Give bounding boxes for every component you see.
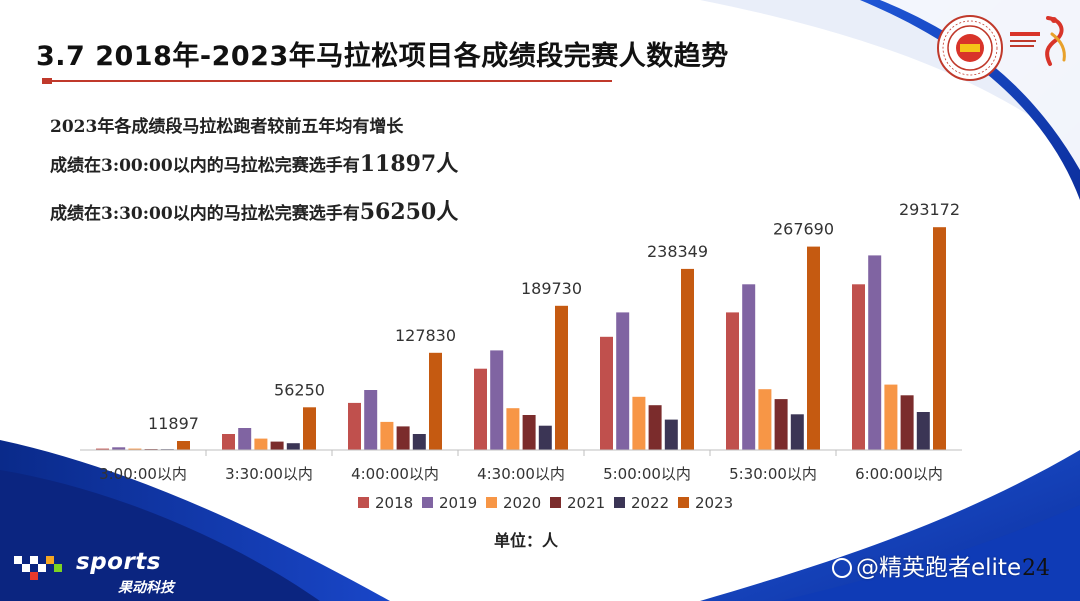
- bar-2021-cat3: [396, 426, 410, 450]
- brand-checker-icon: [14, 556, 62, 580]
- bar-2022-cat2: [286, 443, 300, 450]
- bar-2023-cat5: [681, 268, 694, 450]
- bar-2021-cat2: [270, 441, 284, 450]
- brand-name: sports: [76, 549, 161, 575]
- data-label-2023-cat3: 127830: [395, 326, 456, 345]
- watermark-icon: [832, 558, 852, 578]
- bar-2020-cat5: [632, 396, 646, 450]
- bar-2023-cat4: [555, 305, 568, 450]
- data-label-2023-cat4: 189730: [521, 279, 582, 298]
- legend-swatch-2023: [678, 497, 689, 508]
- watermark-text: @精英跑者elite: [856, 555, 1022, 581]
- bar-2018-cat7: [852, 284, 865, 450]
- bar-2020-cat6: [758, 389, 772, 450]
- legend-label-2019: 2019: [439, 494, 477, 512]
- bar-2020-cat3: [380, 421, 394, 450]
- data-label-2023-cat1: 11897: [148, 414, 199, 433]
- bar-2019-cat1: [112, 447, 126, 450]
- bar-2019-cat5: [616, 312, 630, 450]
- unit-label: 单位：人: [494, 531, 559, 550]
- legend-swatch-2018: [358, 497, 369, 508]
- bar-2019-cat4: [490, 350, 504, 450]
- data-label-2023-cat6: 267690: [773, 220, 834, 239]
- bar-2021-cat4: [522, 415, 536, 450]
- bar-2019-cat6: [742, 284, 756, 450]
- bar-2018-cat1: [96, 448, 109, 450]
- bar-2023-cat6: [807, 246, 820, 450]
- bar-2020-cat2: [254, 438, 268, 450]
- legend-label-2023: 2023: [695, 494, 733, 512]
- bar-2022-cat6: [790, 414, 804, 450]
- bar-2018-cat6: [726, 312, 739, 450]
- bar-2018-cat2: [222, 434, 235, 450]
- bar-2020-cat4: [506, 408, 520, 450]
- bar-2021-cat5: [648, 405, 662, 450]
- bar-2021-cat6: [774, 399, 788, 450]
- legend-label-2021: 2021: [567, 494, 605, 512]
- bar-2019-cat2: [238, 428, 252, 450]
- note-sub330: 成绩在3:30:00以内的马拉松完赛选手有56250人: [50, 194, 458, 226]
- bar-2018-cat5: [600, 336, 613, 450]
- bar-2023-cat2: [303, 407, 316, 451]
- legend-label-2018: 2018: [375, 494, 413, 512]
- x-tick-label-7: 6:00:00以内: [855, 465, 943, 483]
- bar-2019-cat7: [868, 255, 882, 450]
- x-tick-label-4: 4:30:00以内: [477, 465, 565, 483]
- bar-2020-cat1: [128, 448, 142, 450]
- title-accent-bar: [42, 78, 52, 84]
- bar-2022-cat5: [664, 419, 678, 450]
- x-axis-ticks: 3:00:00以内 3:30:00以内 4:00:00以内 4:30:00以内 5:00…: [99, 450, 943, 483]
- page-title: 3.7 2018年-2023年马拉松项目各成绩段完赛人数趋势: [36, 41, 729, 72]
- x-tick-label-1: 3:00:00以内: [99, 465, 187, 483]
- data-label-2023-cat5: 238349: [647, 242, 708, 261]
- note-growth: 2023年各成绩段马拉松跑者较前五年均有增长: [50, 117, 404, 137]
- bar-2019-cat3: [364, 390, 378, 450]
- note-sub3-value: 11897人: [359, 151, 459, 177]
- data-label-2023-cat7: 293172: [899, 200, 960, 219]
- note-sub330-prefix: 成绩在3:30:00以内的马拉松完赛选手有: [50, 204, 360, 224]
- china-athletics-logo-icon: [1010, 16, 1066, 66]
- legend-swatch-2021: [550, 497, 561, 508]
- brand-subtitle: 果动科技: [118, 580, 174, 596]
- title-underline: [50, 80, 612, 82]
- bar-2023-cat7: [933, 227, 946, 450]
- x-tick-label-3: 4:00:00以内: [351, 465, 439, 483]
- legend-swatch-2019: [422, 497, 433, 508]
- chart-legend: 2018 2019 2020 2021 2022 2023: [358, 494, 733, 512]
- chart-bars: [96, 227, 946, 451]
- bar-2023-cat1: [177, 441, 190, 450]
- note-sub330-value: 56250人: [359, 199, 459, 225]
- chinese-athletics-association-emblem-icon: [937, 15, 1003, 81]
- bar-2018-cat4: [474, 368, 487, 450]
- page-number: 24: [1022, 556, 1050, 581]
- bar-2022-cat4: [538, 425, 552, 450]
- note-sub3-prefix: 成绩在3:00:00以内的马拉松完赛选手有: [50, 156, 360, 176]
- data-labels: 11897 56250 127830 189730 238349 267690 293172: [148, 200, 960, 433]
- bar-2021-cat7: [900, 395, 914, 450]
- legend-swatch-2022: [614, 497, 625, 508]
- legend-swatch-2020: [486, 497, 497, 508]
- bar-2022-cat3: [412, 434, 426, 450]
- bar-2020-cat7: [884, 384, 898, 450]
- bar-2022-cat7: [916, 412, 930, 450]
- watermark: @精英跑者elite: [832, 548, 1021, 582]
- legend-label-2022: 2022: [631, 494, 669, 512]
- bar-2018-cat3: [348, 402, 361, 450]
- x-tick-label-5: 5:00:00以内: [603, 465, 691, 483]
- legend-label-2020: 2020: [503, 494, 541, 512]
- bar-2023-cat3: [429, 352, 442, 450]
- note-sub3: 成绩在3:00:00以内的马拉松完赛选手有11897人: [50, 146, 458, 178]
- data-label-2023-cat2: 56250: [274, 380, 325, 399]
- x-tick-label-6: 5:30:00以内: [729, 465, 817, 483]
- x-tick-label-2: 3:30:00以内: [225, 465, 313, 483]
